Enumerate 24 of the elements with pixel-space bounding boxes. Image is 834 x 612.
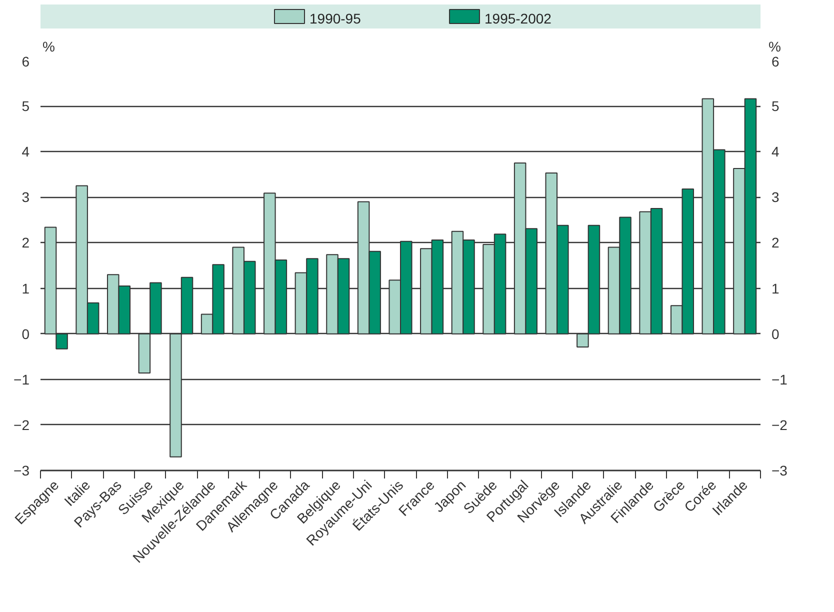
y-tick-label: 5 — [22, 98, 30, 114]
y2-tick-label: 3 — [772, 189, 780, 206]
y-tick-label: 6 — [22, 54, 30, 70]
y2-tick-label: 4 — [772, 144, 780, 160]
y2-tick-label: −1 — [772, 371, 788, 388]
y2-tick-label: 2 — [772, 234, 780, 251]
y2-tick-label: −2 — [772, 416, 788, 433]
y-tick-label: −2 — [14, 416, 30, 433]
legend-label: 1995-2002 — [484, 10, 552, 26]
y2-axis-title: % — [768, 38, 781, 54]
y-tick-label: 3 — [22, 189, 30, 206]
y-tick-label: 1 — [22, 280, 30, 296]
y2-tick-label: 6 — [772, 54, 780, 70]
y-tick-label: −3 — [14, 462, 30, 478]
legend-label: 1990-95 — [310, 10, 362, 26]
y2-tick-label: −3 — [772, 462, 788, 478]
y-tick-label: 0 — [22, 326, 30, 342]
y-axis-title: % — [42, 38, 55, 54]
y-tick-label: −1 — [14, 371, 30, 388]
y2-tick-label: 5 — [772, 98, 780, 114]
y2-tick-label: 1 — [772, 280, 780, 296]
y2-tick-label: 0 — [772, 326, 780, 342]
y-tick-label: 2 — [22, 234, 30, 251]
y-tick-label: 4 — [22, 144, 30, 160]
